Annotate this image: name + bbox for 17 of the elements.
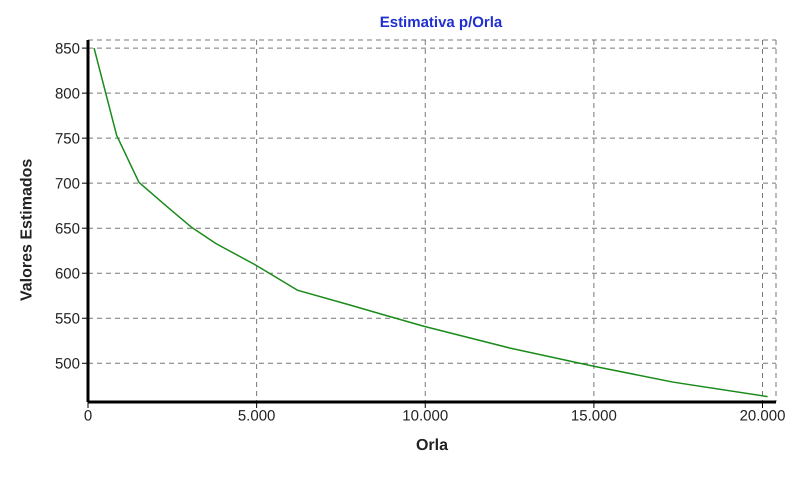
- x-axis-title: Orla: [416, 437, 448, 454]
- y-tick-label: 700: [54, 176, 80, 193]
- y-tick-label: 650: [54, 220, 80, 238]
- x-tick-label: 15.000: [570, 408, 617, 425]
- y-tick-label: 800: [54, 85, 80, 102]
- x-tick-label: 10.000: [402, 408, 448, 425]
- x-tick-label: 20.000: [740, 408, 786, 425]
- y-tick-label: 600: [54, 266, 80, 283]
- y-axis-title: Valores Estimados: [18, 158, 36, 301]
- x-tick-label: 0: [84, 408, 92, 425]
- y-tick-label: 850: [54, 40, 80, 58]
- y-tick-label: 500: [54, 356, 80, 373]
- chart-title: Estimativa p/Orla: [378, 14, 504, 33]
- x-tick-label: 5.000: [238, 408, 276, 425]
- y-tick-label: 550: [54, 310, 80, 328]
- y-tick-label: 750: [54, 130, 80, 148]
- line-series: [93, 47, 768, 398]
